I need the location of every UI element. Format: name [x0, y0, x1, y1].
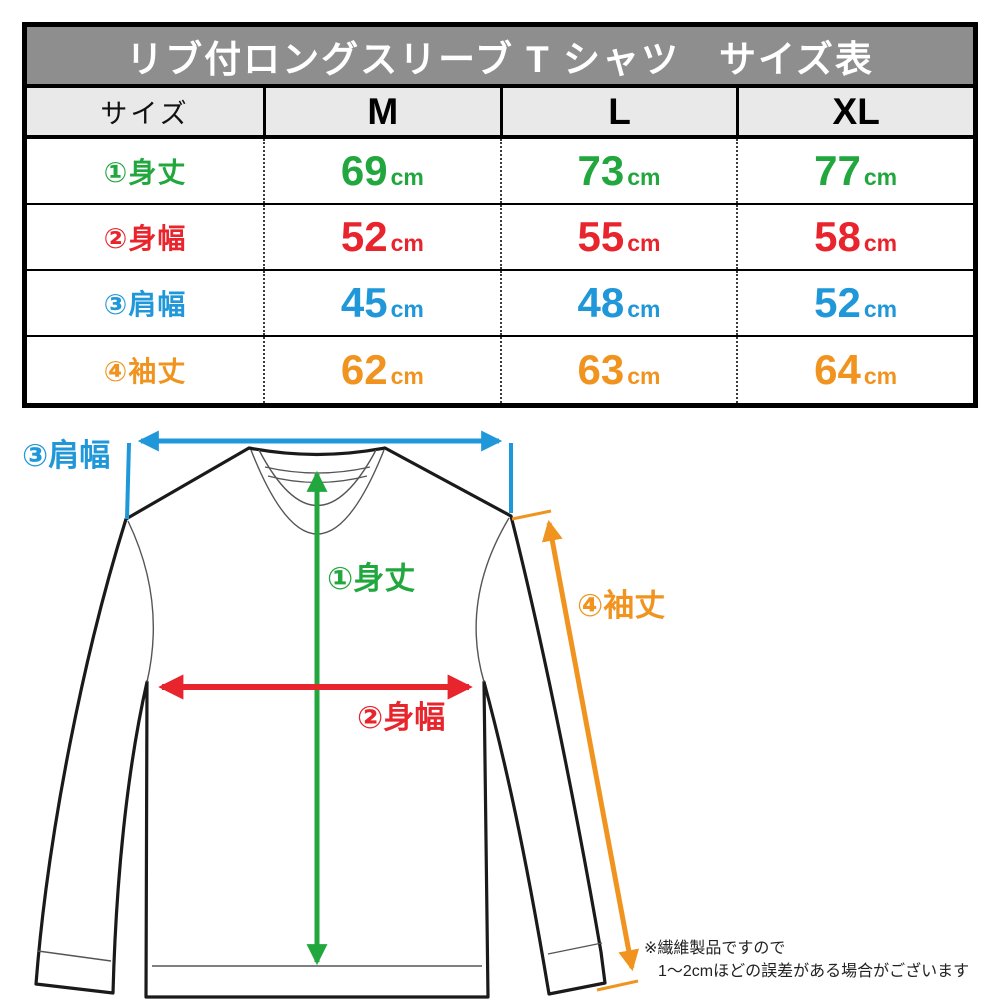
table-row-shoulder-width: ③肩幅 45 cm 48 cm 52 cm: [27, 271, 973, 337]
sleeve-length-tick-top: [511, 509, 552, 521]
table-header-row: サイズ M L XL: [27, 88, 973, 139]
value-cell: 64 cm: [736, 337, 973, 403]
table-row-body-width: ②身幅 52 cm 55 cm 58 cm: [27, 205, 973, 271]
value-cell: 52 cm: [263, 205, 500, 269]
note-line-2: 1〜2cmほどの誤差がある場合がございます: [658, 961, 969, 980]
value-cell: 58 cm: [736, 205, 973, 269]
value-cell: 45 cm: [263, 271, 500, 335]
armhole-seam-left: [127, 520, 154, 683]
col-header-xl: XL: [736, 88, 973, 135]
col-header-size: サイズ: [100, 99, 190, 129]
tshirt-diagram-svg: ③肩幅 ①身丈 ②身幅 ④袖丈 ※繊維製品ですので 1〜2cmほどの誤差がある場…: [22, 430, 969, 999]
value-cell: 62 cm: [263, 337, 500, 403]
row-label-body-width: ②身幅: [103, 223, 187, 254]
sleeve-length-tick-bottom: [596, 979, 639, 992]
shoulder-width-tick-left: [125, 442, 131, 520]
value-cell: 77 cm: [736, 139, 973, 203]
row-label-sleeve-length: ④袖丈: [103, 356, 187, 387]
sleeve-length-label: ④袖丈: [577, 588, 665, 623]
col-header-l: L: [499, 88, 737, 135]
value-cell: 55 cm: [499, 205, 737, 269]
table-title: リブ付ロングスリーブ T シャツ サイズ表: [27, 27, 973, 88]
armhole-seam-right: [475, 517, 510, 683]
body-length-label: ①身丈: [327, 561, 415, 596]
shoulder-width-label: ③肩幅: [22, 438, 110, 473]
note-line-1: ※繊維製品ですので: [644, 939, 785, 957]
measurement-diagram: ③肩幅 ①身丈 ②身幅 ④袖丈 ※繊維製品ですので 1〜2cmほどの誤差がある場…: [0, 420, 1000, 1000]
size-table: リブ付ロングスリーブ T シャツ サイズ表 サイズ M L XL ①身丈 69 c…: [22, 22, 978, 408]
value-cell: 52 cm: [736, 271, 973, 335]
row-label-body-length: ①身丈: [103, 157, 187, 188]
cuff-line-left: [37, 950, 112, 962]
value-cell: 69 cm: [263, 139, 500, 203]
value-cell: 73 cm: [499, 139, 737, 203]
value-cell: 48 cm: [499, 271, 737, 335]
row-label-shoulder-width: ③肩幅: [103, 289, 187, 320]
tshirt-outline: [34, 446, 607, 999]
col-header-m: M: [263, 88, 500, 135]
table-row-sleeve-length: ④袖丈 62 cm 63 cm 64 cm: [27, 337, 973, 403]
sleeve-length-arrow: [541, 519, 640, 972]
value-cell: 63 cm: [499, 337, 737, 403]
body-width-label: ②身幅: [357, 700, 445, 735]
table-row-body-length: ①身丈 69 cm 73 cm 77 cm: [27, 139, 973, 205]
